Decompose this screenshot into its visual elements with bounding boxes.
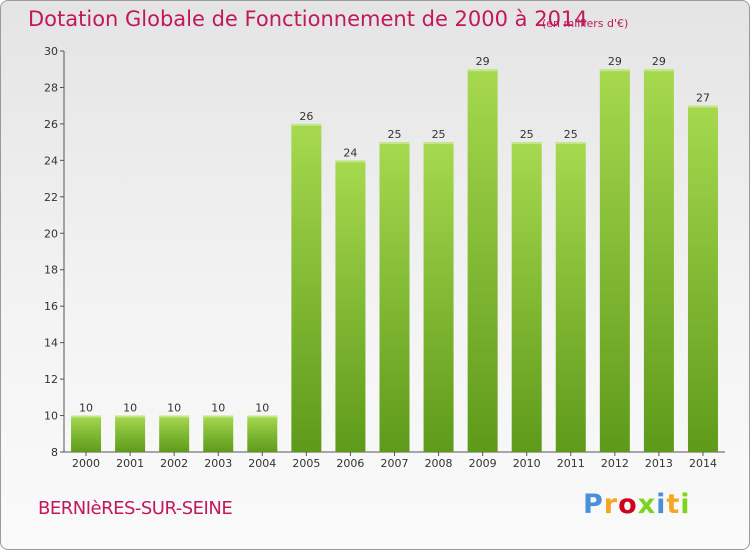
logo-letter: P (583, 489, 604, 520)
bar-2011 (555, 142, 586, 453)
bar-highlight (687, 105, 718, 108)
data-label-2002: 10 (167, 402, 181, 415)
logo-letter: i (656, 489, 667, 520)
bar-highlight (247, 415, 278, 418)
bar-highlight (511, 142, 542, 145)
data-label-2010: 25 (520, 128, 534, 141)
x-tick-label: 2013 (645, 457, 673, 470)
bar-2001 (115, 415, 146, 452)
x-tick-label: 2011 (557, 457, 585, 470)
x-tick-label: 2012 (601, 457, 629, 470)
bar-highlight (71, 415, 102, 418)
data-label-2000: 10 (79, 402, 93, 415)
y-tick-label: 14 (44, 337, 58, 350)
data-label-2004: 10 (255, 402, 269, 415)
bar-2010 (511, 142, 542, 453)
bar-2009 (467, 69, 498, 453)
x-tick-label: 2009 (469, 457, 497, 470)
bar-2007 (379, 142, 410, 453)
data-label-2001: 10 (123, 402, 137, 415)
data-label-2005: 26 (299, 110, 313, 123)
bar-highlight (599, 69, 630, 72)
bar-2013 (643, 69, 674, 453)
data-label-2013: 29 (652, 55, 666, 68)
bar-2004 (247, 415, 278, 452)
logo-letter: r (603, 489, 619, 520)
x-tick-label: 2001 (116, 457, 144, 470)
data-label-2012: 29 (608, 55, 622, 68)
x-tick-label: 2008 (425, 457, 453, 470)
bar-highlight (643, 69, 674, 72)
y-tick-label: 12 (44, 373, 58, 386)
y-tick-label: 22 (44, 191, 58, 204)
bar-highlight (203, 415, 234, 418)
bar-highlight (159, 415, 190, 418)
data-label-2009: 29 (476, 55, 490, 68)
x-tick-label: 2000 (72, 457, 100, 470)
bar-2000 (71, 415, 102, 452)
data-label-2003: 10 (211, 402, 225, 415)
bar-2012 (599, 69, 630, 453)
x-tick-label: 2002 (160, 457, 188, 470)
bar-highlight (291, 123, 322, 126)
data-label-2008: 25 (432, 128, 446, 141)
chart-title: Dotation Globale de Fonctionnement de 20… (28, 7, 588, 31)
y-tick-label: 28 (44, 81, 58, 94)
chart-subtitle: (en milliers d'€) (542, 17, 629, 30)
data-label-2011: 25 (564, 128, 578, 141)
x-tick-label: 2014 (689, 457, 717, 470)
logo-letter: o (618, 489, 638, 520)
y-tick-label: 24 (44, 154, 58, 167)
bar-2005 (291, 123, 322, 452)
x-tick-label: 2007 (381, 457, 409, 470)
y-tick-label: 26 (44, 118, 58, 131)
bar-highlight (467, 69, 498, 72)
data-label-2007: 25 (388, 128, 402, 141)
bar-2008 (423, 142, 454, 453)
x-tick-label: 2010 (513, 457, 541, 470)
logo-letter: i (680, 489, 691, 520)
bar-highlight (379, 142, 410, 145)
bar-2002 (159, 415, 190, 452)
bar-highlight (335, 160, 366, 163)
y-tick-label: 10 (44, 410, 58, 423)
bar-2006 (335, 160, 366, 452)
commune-name: BERNIèRES-SUR-SEINE (38, 498, 233, 519)
y-tick-label: 30 (44, 45, 58, 58)
proxiti-logo: Proxiti (583, 489, 691, 520)
x-tick-label: 2003 (204, 457, 232, 470)
x-tick-label: 2006 (336, 457, 364, 470)
y-tick-label: 8 (51, 446, 58, 459)
bar-2014 (687, 105, 718, 452)
data-label-2014: 27 (696, 92, 710, 105)
data-label-2006: 24 (343, 146, 357, 159)
bar-highlight (423, 142, 454, 145)
x-tick-label: 2004 (248, 457, 276, 470)
logo-letter: x (637, 489, 657, 520)
bar-highlight (115, 415, 146, 418)
logo-letter: t (666, 489, 681, 520)
x-tick-label: 2005 (292, 457, 320, 470)
bar-2003 (203, 415, 234, 452)
y-tick-label: 16 (44, 300, 58, 313)
bar-highlight (555, 142, 586, 145)
y-tick-label: 18 (44, 264, 58, 277)
y-tick-label: 20 (44, 227, 58, 240)
